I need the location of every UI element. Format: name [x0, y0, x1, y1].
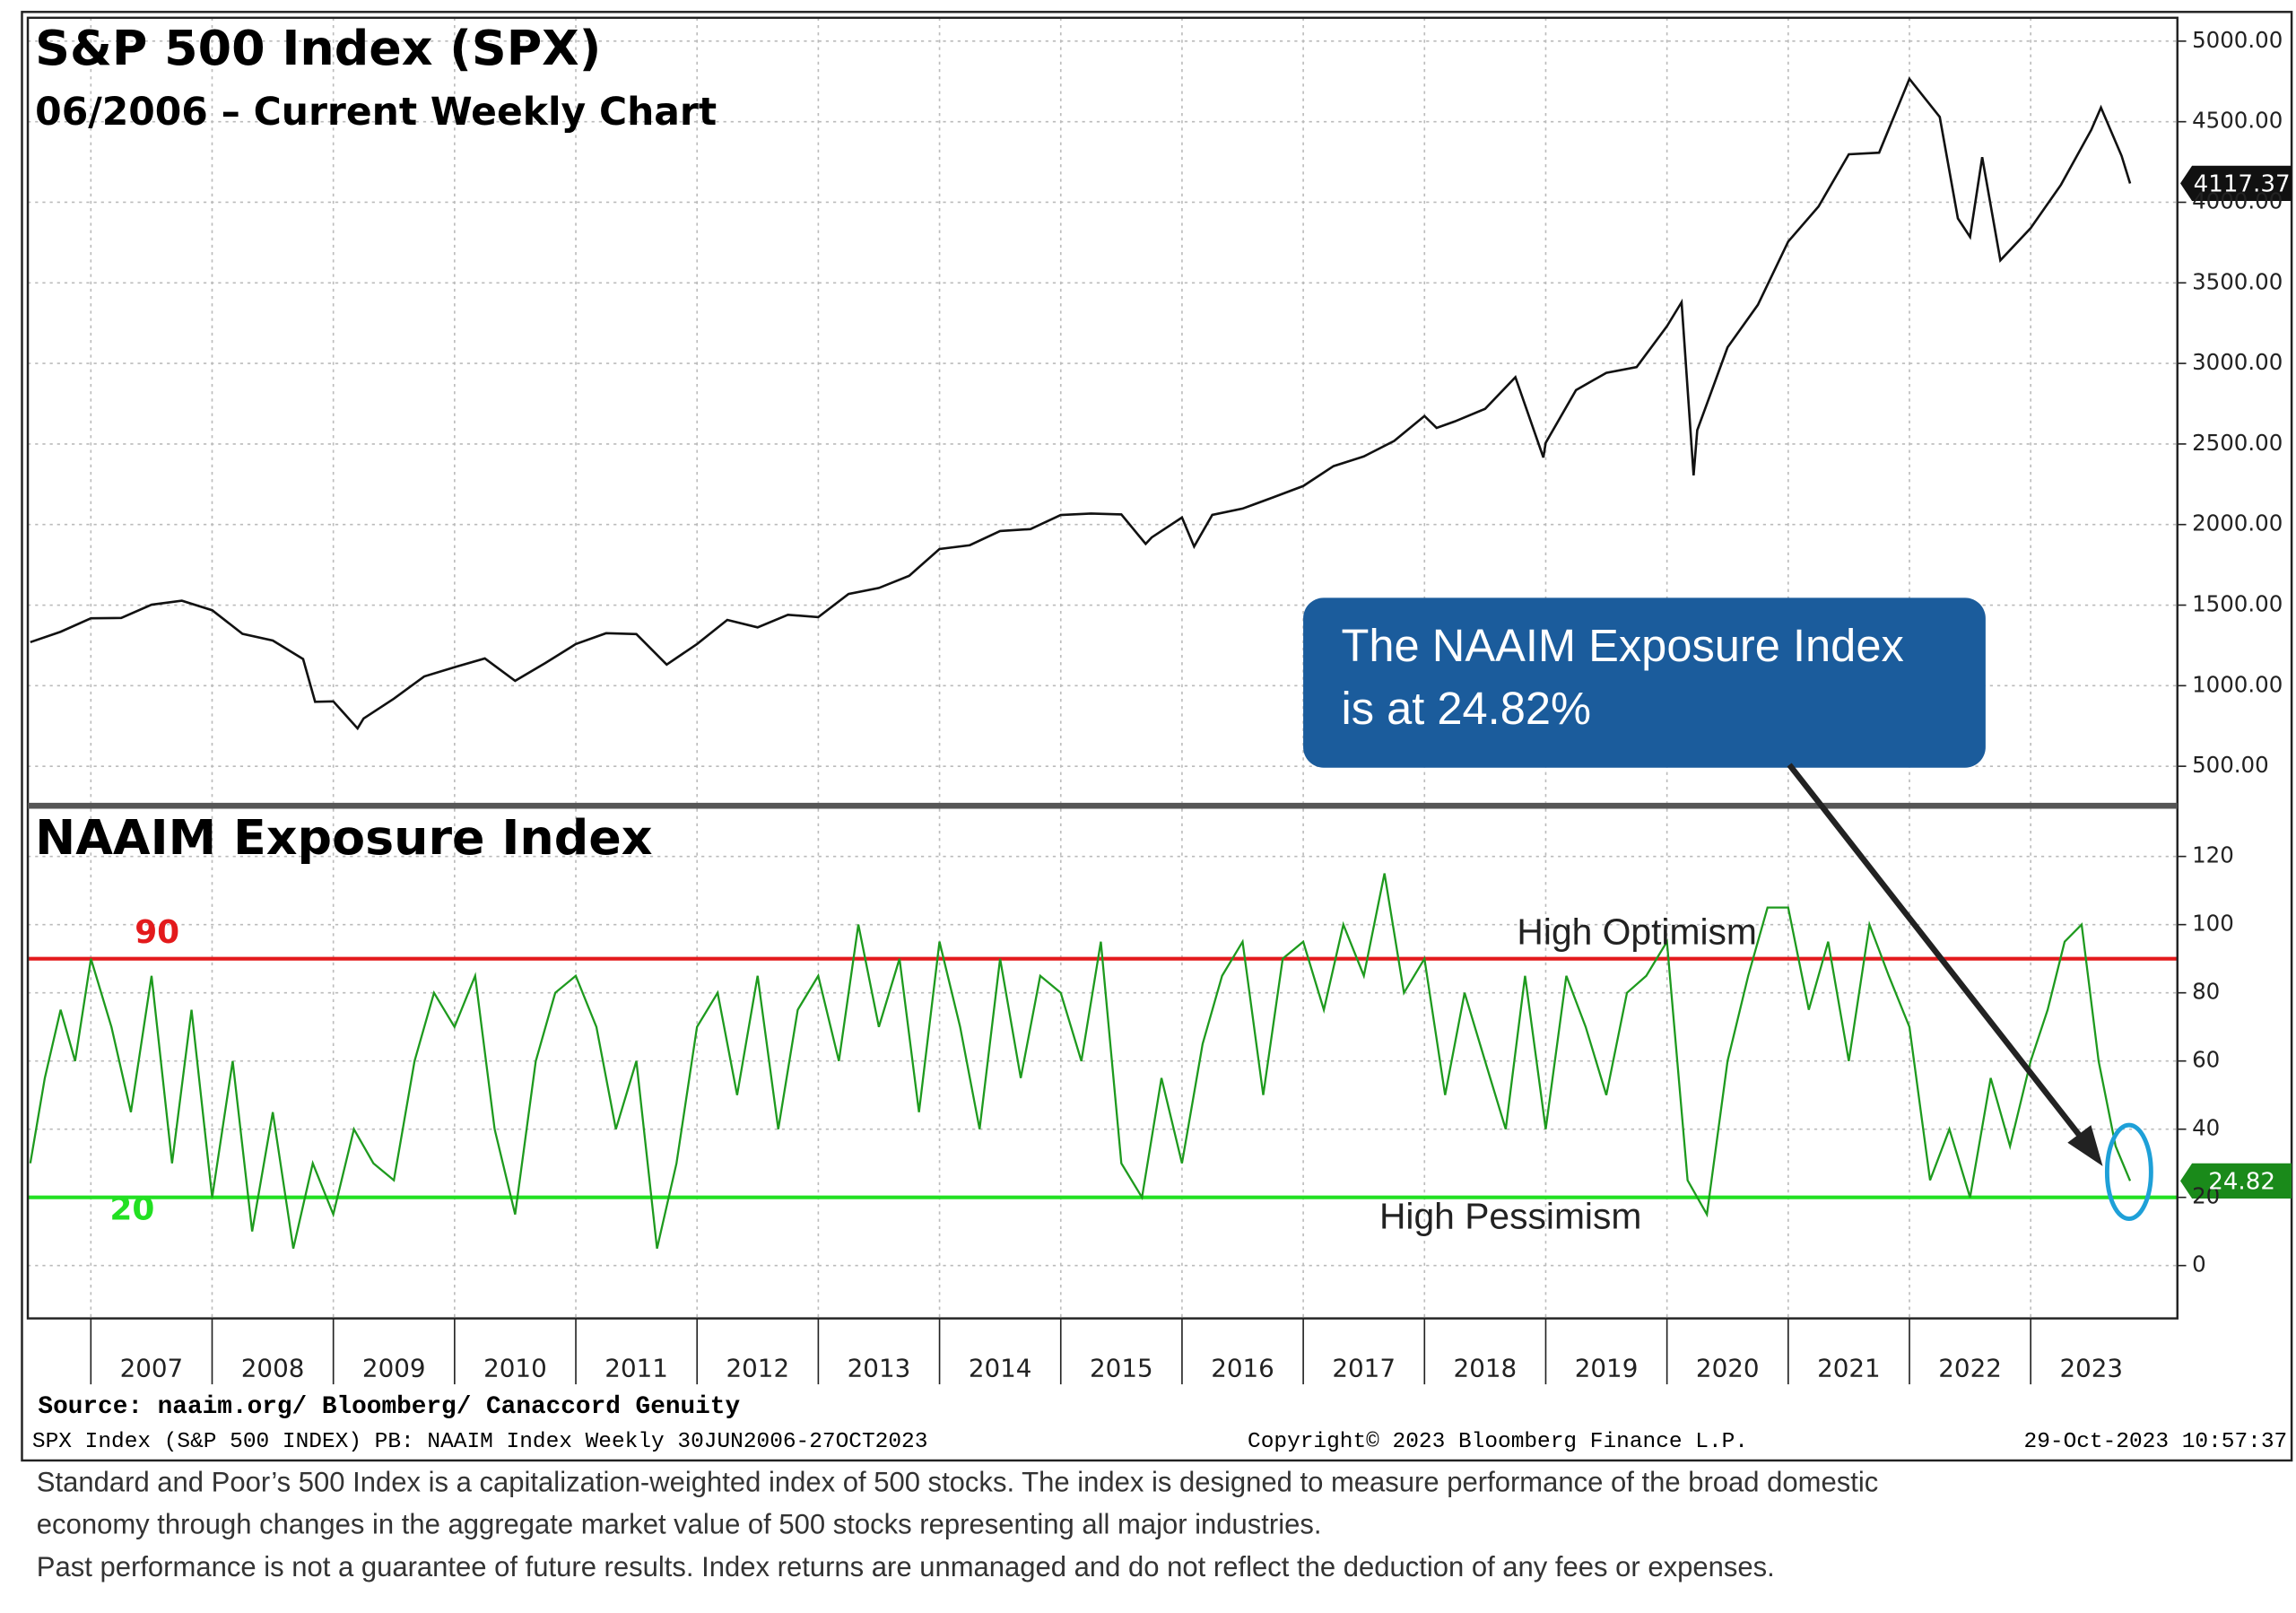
x-tick-label: 2009 [362, 1354, 426, 1383]
last-value-label: 24.82 [2208, 1169, 2275, 1196]
callout-text: is at 24.82% [1342, 683, 1592, 734]
info: SPX Index (S&P 500 INDEX) PB: NAAIM Inde… [32, 1430, 927, 1454]
callout-box [1303, 597, 1986, 768]
reference-label: 90 [135, 914, 179, 951]
callout-arrow [1787, 763, 2088, 1145]
y-tick-label: 40 [2192, 1115, 2220, 1141]
disclaimer: Past performance is not a guarantee of f… [37, 1551, 1775, 1582]
highlight-ellipse [2104, 1122, 2153, 1222]
y-tick-label: 20 [2192, 1183, 2220, 1209]
last-value-tag [2180, 165, 2292, 201]
x-tick-label: 2012 [726, 1354, 789, 1383]
disclaimer: economy through changes in the aggregate… [37, 1509, 1322, 1540]
copyright: Copyright© 2023 Bloomberg Finance L.P. [1248, 1430, 1748, 1454]
y-tick-label: 3000.00 [2192, 349, 2283, 375]
y-tick-label: 60 [2192, 1047, 2220, 1073]
plot-frame [26, 16, 2179, 1320]
last-value-label: 4117.37 [2194, 171, 2291, 198]
disclaimer: Standard and Poor’s 500 Index is a capit… [37, 1466, 1878, 1497]
marks [28, 76, 2292, 1249]
callout-text: The NAAIM Exposure Index [1342, 620, 1904, 671]
y-tick-label: 0 [2192, 1251, 2206, 1277]
x-tick-label: 2018 [1454, 1354, 1518, 1383]
y-tick-label: 1000.00 [2192, 671, 2283, 697]
y-tick-label: 3500.00 [2192, 268, 2283, 294]
y-tick-label: 500.00 [2192, 752, 2269, 778]
x-tick-label: 2013 [848, 1354, 911, 1383]
y-tick-label: 100 [2192, 911, 2234, 937]
x-tick-label: 2020 [1696, 1354, 1760, 1383]
reference-label: 20 [109, 1190, 154, 1227]
x-tick-label: 2022 [1938, 1354, 2002, 1383]
series-line [29, 873, 2132, 1249]
x-tick-label: 2014 [969, 1354, 1032, 1383]
y-tick-label: 120 [2192, 842, 2234, 868]
source: Source: naaim.org/ Bloomberg/ Canaccord … [38, 1393, 740, 1421]
y-tick-label: 2000.00 [2192, 510, 2283, 536]
x-tick-label: 2011 [604, 1354, 668, 1383]
timestamp: 29-Oct-2023 10:57:37 [2024, 1430, 2288, 1454]
y-tick-label: 80 [2192, 979, 2220, 1005]
x-tick-label: 2019 [1575, 1354, 1639, 1383]
x-tick-label: 2021 [1817, 1354, 1881, 1383]
annotation: High Optimism [1517, 911, 1757, 953]
x-tick-label: 2023 [2059, 1354, 2123, 1383]
x-tick-label: 2008 [241, 1354, 305, 1383]
chart-subtitle: 06/2006 – Current Weekly Chart [35, 91, 717, 135]
y-tick-label: 1500.00 [2192, 591, 2283, 617]
x-tick-label: 2015 [1090, 1354, 1153, 1383]
y-tick-label: 4500.00 [2192, 108, 2283, 134]
x-tick-label: 2017 [1332, 1354, 1396, 1383]
chart-title: S&P 500 Index (SPX) [35, 20, 601, 76]
series-line [30, 76, 2132, 731]
last-value-tag [2180, 1163, 2292, 1199]
panel-title: NAAIM Exposure Index [35, 809, 652, 866]
annotation: High Pessimism [1379, 1195, 1641, 1236]
x-tick-label: 2007 [120, 1354, 184, 1383]
y-tick-label: 2500.00 [2192, 430, 2283, 456]
arrow-head [2067, 1125, 2103, 1166]
x-tick-label: 2010 [483, 1354, 547, 1383]
y-tick-label: 5000.00 [2192, 27, 2283, 53]
x-tick-label: 2016 [1211, 1354, 1274, 1383]
y-tick-label: 4000.00 [2192, 187, 2283, 214]
